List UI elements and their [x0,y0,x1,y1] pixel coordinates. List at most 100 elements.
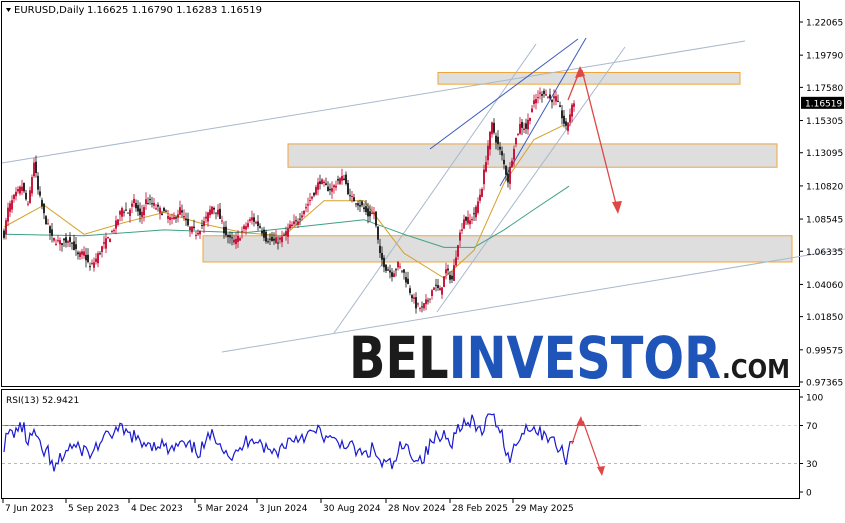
candle [401,270,403,274]
candle-body [507,173,509,183]
candle-body [209,209,211,216]
candle-body [379,245,381,254]
candle [517,133,519,137]
candle-body [463,219,465,229]
candle-body [353,197,355,202]
candle [113,228,115,234]
candle [317,177,319,196]
candle [389,264,391,279]
arrow-down-shaft [581,69,618,209]
candle [207,211,209,227]
candle-body [169,217,171,221]
candle-body [163,207,165,212]
candle-body [221,220,223,222]
candle [77,250,79,260]
candle [53,237,55,243]
arrow-up-head [575,66,585,78]
candle-body [325,183,327,186]
candle-body [523,128,525,130]
candle-body [365,206,367,213]
long-trend-lower-line [221,248,845,353]
candle [433,286,435,291]
candle [65,233,67,248]
candle [547,96,549,99]
candle-body [233,239,235,243]
candle [147,197,149,205]
candle-body [225,226,227,236]
candle [269,233,271,246]
candle-body [441,287,443,295]
candle-body [11,200,13,210]
candle [173,212,175,220]
candle [189,225,191,237]
candle-body [467,217,469,224]
candle-body [51,229,53,236]
candle [479,188,481,204]
candle-body [357,203,359,206]
watermark-brand: BELINVESTOR [349,324,721,392]
candle [151,196,153,208]
candle [93,257,95,272]
candle-body [53,237,55,241]
candle-body [533,100,535,104]
candle [183,209,185,221]
candle [365,199,367,216]
candle-body [297,221,299,225]
candle [199,230,201,239]
candle [341,168,343,185]
candle-body [301,215,303,218]
candle [55,239,57,246]
candle [213,206,215,215]
candle-body [71,242,73,244]
candle [125,202,127,212]
candlesticks [3,87,575,314]
candle-body [485,162,487,172]
candle-body [345,174,347,184]
candle [327,181,329,192]
candle-body [525,123,527,129]
candle [217,204,219,217]
candle [507,167,509,188]
candle [339,176,341,186]
rsi-tick-label: 100 [806,394,823,404]
candle [237,230,239,248]
candle-body [257,221,259,227]
candle [361,200,363,208]
forecast-arrows [567,66,622,214]
rsi-tick-label: 0 [806,489,812,499]
candle-body [449,274,451,280]
candle-body [279,237,281,240]
channel-inner-upper-line [429,38,579,150]
candle [395,267,397,277]
candle-body [323,181,325,183]
candle [215,212,217,220]
candle [319,174,321,190]
candle [509,162,511,190]
candle-body [231,237,233,239]
candle [537,90,539,104]
candle-body [327,186,329,191]
time-tick-label: 28 Nov 2024 [388,504,446,514]
candle-body [397,262,399,268]
time-tick-label: 29 May 2025 [515,504,574,514]
candle [471,216,473,224]
price-tick-label: 1.06335 [806,248,843,258]
candle [115,215,117,235]
candle-body [559,105,561,107]
candle [153,197,155,209]
candle-body [123,211,125,213]
candle-body [295,220,297,222]
candle [23,182,25,194]
candle [85,247,87,268]
candle [75,237,77,256]
collapse-triangle-icon[interactable] [6,8,11,12]
candle-body [89,266,91,268]
candle-body [201,225,203,227]
candle-body [43,203,45,214]
candle [431,289,433,300]
candle-body [333,185,335,188]
candle [149,194,151,205]
candle [559,101,561,108]
